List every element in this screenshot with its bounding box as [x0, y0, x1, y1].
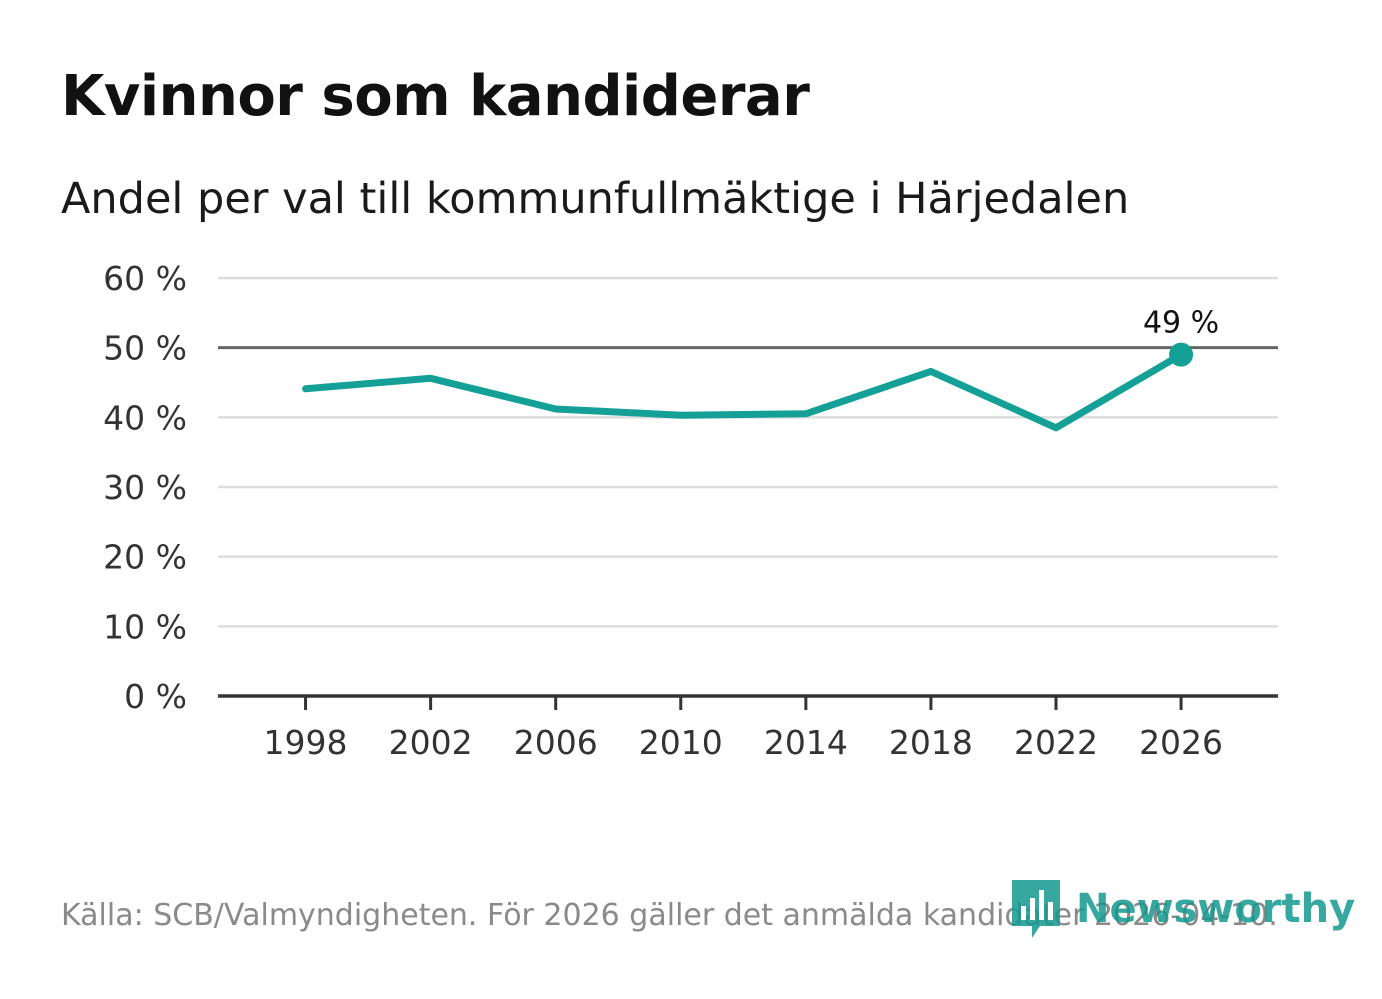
y-tick-label: 10 %	[103, 607, 187, 646]
gridlines	[218, 276, 1278, 628]
chart-subtitle: Andel per val till kommunfullmäktige i H…	[61, 174, 1130, 224]
x-tick-label: 2010	[639, 723, 723, 762]
data-label: 49 %	[1143, 306, 1219, 341]
x-axis	[218, 694, 1278, 710]
y-axis-labels: 0 % 10 % 20 % 30 % 40 % 50 % 60 %	[103, 259, 187, 716]
newsworthy-logo: Newsworthy	[1010, 878, 1355, 940]
y-tick-label: 0 %	[124, 677, 187, 716]
x-axis-labels: 1998 2002 2006 2010 2014 2018 2022 2026	[264, 723, 1224, 762]
series-group	[302, 342, 1194, 432]
y-tick-label: 50 %	[103, 329, 187, 368]
series-end-point	[1169, 342, 1194, 367]
y-tick-label: 20 %	[103, 538, 187, 577]
source-note: Källa: SCB/Valmyndigheten. För 2026 gäll…	[61, 898, 1278, 933]
series-line	[302, 351, 1185, 432]
newsworthy-logo-text: Newsworthy	[1076, 886, 1356, 932]
y-tick-label: 30 %	[103, 468, 187, 507]
y-tick-label: 40 %	[103, 398, 187, 437]
x-tick-label: 2002	[389, 723, 473, 762]
x-tick-label: 2026	[1139, 723, 1223, 762]
annotations: 49 %	[1143, 306, 1219, 341]
newsworthy-logo-icon	[1010, 878, 1062, 940]
chart-title: Kvinnor som kandiderar	[61, 64, 810, 129]
x-tick-label: 1998	[264, 723, 348, 762]
x-tick-label: 2014	[764, 723, 848, 762]
x-tick-label: 2022	[1014, 723, 1098, 762]
y-tick-label: 60 %	[103, 259, 187, 298]
x-tick-label: 2006	[514, 723, 598, 762]
x-tick-label: 2018	[889, 723, 973, 762]
